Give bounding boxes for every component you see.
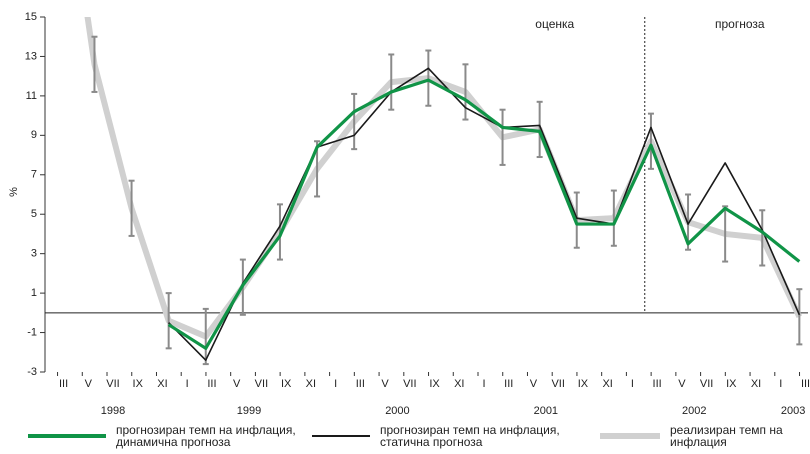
x-tick-label: III [801,378,810,390]
series-line [167,78,801,350]
y-axis-label: % [8,187,20,197]
error-bar [759,209,766,267]
y-tick-label: 7 [31,169,37,181]
error-bar [388,53,395,111]
x-tick-label: IX [281,378,292,390]
error-bar [536,100,543,159]
x-tick-label: XI [157,378,167,390]
x-tick-label: III [356,378,365,390]
x-tick-label: XI [751,378,761,390]
x-tick-label: I [631,378,634,390]
error-bar [128,179,135,237]
legend-swatch [28,434,106,438]
x-tick-label: V [381,378,389,390]
x-tick-label: XI [454,378,464,390]
legend-label: прогнозиран темп на инфлация, статична п… [380,423,560,449]
x-tick-label: IX [429,378,440,390]
year-label: 1998 [101,405,125,417]
legend-swatch [312,435,370,437]
error-bar [202,307,209,366]
y-tick-label: 9 [31,129,37,141]
x-tick-label: VII [255,378,268,390]
x-tick-label: VII [106,378,119,390]
legend-item: реализиран темп на инфлация [600,424,795,448]
x-tick-label: XI [306,378,316,390]
x-tick-label: III [653,378,662,390]
x-tick-label: I [186,378,189,390]
x-tick-label: V [678,378,686,390]
x-tick-label: I [779,378,782,390]
legend-item: прогнозиран темп на инфлация, динамична … [28,424,306,448]
error-bar [610,189,617,247]
y-tick-label: -3 [27,366,37,378]
year-label: 2003 [781,405,805,417]
plot-area [84,17,803,366]
x-tick-label: I [334,378,337,390]
error-bar [796,288,803,346]
y-tick-label: 1 [31,287,37,299]
error-bar [425,49,432,107]
error-bar [91,35,98,93]
x-tick-label: IX [133,378,144,390]
legend-label: прогнозиран темп на инфлация, динамична … [116,423,296,449]
y-tick-label: 3 [31,248,37,260]
year-label: 2000 [385,405,409,417]
y-tick-label: 15 [25,11,37,23]
error-bar [647,112,654,170]
y-tick-label: 11 [26,90,37,102]
error-bar [351,92,358,151]
x-tick-label: I [482,378,485,390]
annotation: прогноза [715,17,765,31]
error-bar [499,108,506,166]
x-tick-label: VII [700,378,713,390]
x-tick-label: VII [551,378,564,390]
legend-item: прогнозиран темп на инфлация, статична п… [312,424,590,448]
x-tick-label: IX [578,378,589,390]
annotation: оценка [535,17,574,31]
x-tick-label: III [207,378,216,390]
x-tick-label: XI [602,378,612,390]
y-tick-label: 13 [25,50,37,62]
error-bar [722,205,729,263]
x-tick-label: V [85,378,93,390]
y-tick-label: -1 [27,326,37,338]
year-label: 2001 [534,405,558,417]
series-line [168,67,801,361]
year-label: 1999 [237,405,261,417]
x-tick-label: III [504,378,513,390]
error-bar [462,63,469,121]
x-tick-label: V [530,378,538,390]
x-tick-label: IX [726,378,737,390]
year-label: 2002 [682,405,706,417]
error-bar [165,292,172,350]
legend-label: реализиран темп на инфлация [670,423,783,449]
x-tick-label: VII [403,378,416,390]
legend-swatch [600,433,660,439]
y-tick-label: 5 [31,208,37,220]
x-tick-label: V [233,378,241,390]
x-tick-label: III [59,378,68,390]
